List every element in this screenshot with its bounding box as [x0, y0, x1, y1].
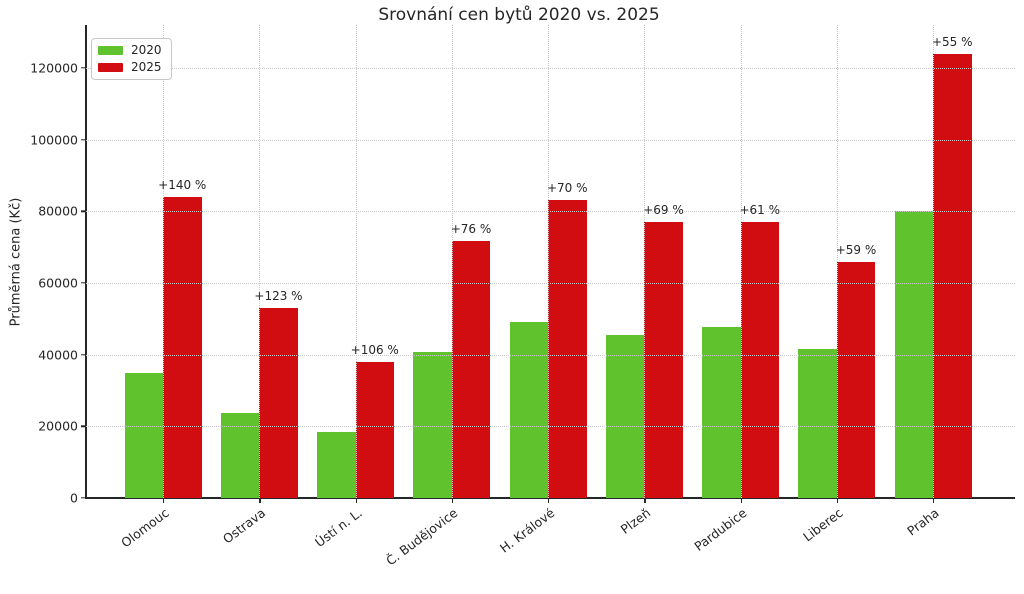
bar-2025-Olomouc: [163, 197, 202, 498]
legend-swatch-2025: [98, 63, 123, 72]
x-axis-spine: [85, 497, 1015, 499]
bar-2020-Olomouc: [124, 372, 163, 498]
y-tick-label: 20000: [38, 418, 78, 434]
x-tick-label-Liberec: Liberec: [800, 505, 846, 545]
bar-2020-Praha: [894, 211, 933, 498]
x-tick-mark: [740, 499, 742, 503]
bar-2020-Plzeň: [605, 334, 645, 498]
legend-label-2020: 2020: [131, 43, 162, 57]
y-tick-label: 0: [70, 490, 78, 506]
bar-2020-Pardubice: [702, 326, 741, 498]
y-tick-mark: [81, 353, 85, 356]
legend-item-2025: 2025: [98, 61, 162, 74]
x-tick-label-Ostrava: Ostrava: [220, 505, 269, 547]
bar-2025-Č. Budějovice: [451, 240, 491, 498]
pct-annotation: +59 %: [835, 242, 877, 257]
h-gridline: [86, 68, 1015, 69]
bar-2025-Ostrava: [259, 308, 298, 498]
y-tick-label: 120000: [30, 60, 78, 76]
y-tick-label: 40000: [38, 347, 78, 363]
x-tick-label-Ústí n. L.: Ústí n. L.: [311, 505, 365, 550]
pct-annotation: +69 %: [643, 203, 684, 218]
pct-annotation: +70 %: [546, 180, 588, 195]
legend: 2020 2025: [91, 38, 172, 80]
chart-title: Srovnání cen bytů 2020 vs. 2025: [378, 5, 660, 25]
y-tick-mark: [81, 282, 85, 284]
bar-2020-H. Králové: [509, 322, 548, 498]
bar-2025-Plzeň: [644, 222, 683, 498]
bar-2020-Liberec: [798, 349, 837, 498]
x-tick-mark: [548, 499, 550, 503]
x-tick-mark: [933, 499, 935, 503]
y-axis-spine: [85, 25, 87, 499]
bar-2020-Č. Budějovice: [413, 351, 452, 498]
x-tick-label-Plzeň: Plzeň: [617, 505, 654, 537]
y-tick-mark: [81, 210, 85, 213]
x-tick-mark: [259, 499, 261, 503]
y-tick-mark: [81, 497, 85, 499]
y-tick-mark: [81, 425, 85, 428]
y-tick-label: 100000: [30, 132, 78, 148]
bar-2025-Liberec: [836, 261, 876, 498]
y-tick-mark: [81, 138, 85, 141]
bar-2025-H. Králové: [548, 199, 587, 498]
h-gridline: [86, 139, 1015, 141]
x-tick-mark: [644, 499, 646, 503]
x-tick-label-Pardubice: Pardubice: [691, 505, 750, 554]
pct-annotation: +61 %: [739, 203, 781, 218]
pct-annotation: +140 %: [158, 178, 207, 192]
legend-label-2025: 2025: [131, 60, 162, 74]
y-tick-label: 80000: [38, 203, 78, 219]
pct-annotation: +123 %: [254, 289, 303, 304]
y-tick-label: 60000: [38, 275, 78, 291]
x-tick-label-Praha: Praha: [904, 505, 943, 539]
bar-2025-Ústí n. L.: [355, 362, 394, 498]
x-tick-mark: [163, 499, 165, 503]
bar-2020-Ústí n. L.: [317, 432, 356, 498]
bar-2020-Ostrava: [220, 412, 260, 498]
x-tick-label-H. Králové: H. Králové: [496, 505, 558, 556]
x-tick-mark: [355, 499, 357, 503]
x-tick-label-Č. Budějovice: Č. Budějovice: [383, 505, 461, 569]
plot-area: +140 % +123 % +106 % +76 % +70 % +69 % +61 % +5…: [86, 25, 1015, 498]
x-tick-label-Olomouc: Olomouc: [118, 505, 173, 551]
x-tick-mark: [451, 499, 454, 503]
legend-item-2020: 2020: [98, 44, 162, 57]
y-tick-mark: [81, 67, 85, 69]
pct-annotation: +106 %: [350, 343, 399, 358]
bar-2025-Pardubice: [740, 222, 779, 498]
x-tick-mark: [836, 499, 839, 503]
pct-annotation: +55 %: [931, 34, 973, 49]
bar-2025-Praha: [933, 53, 972, 498]
pct-annotation: +76 %: [450, 221, 492, 236]
legend-swatch-2020: [98, 46, 123, 55]
